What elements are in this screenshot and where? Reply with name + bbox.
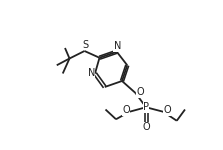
Text: S: S [82, 40, 88, 50]
Text: O: O [122, 105, 130, 115]
Text: P: P [143, 102, 149, 112]
Text: O: O [136, 87, 144, 97]
Text: O: O [142, 123, 150, 132]
Text: N: N [114, 41, 121, 51]
Text: N: N [88, 69, 95, 78]
Text: O: O [163, 105, 171, 115]
